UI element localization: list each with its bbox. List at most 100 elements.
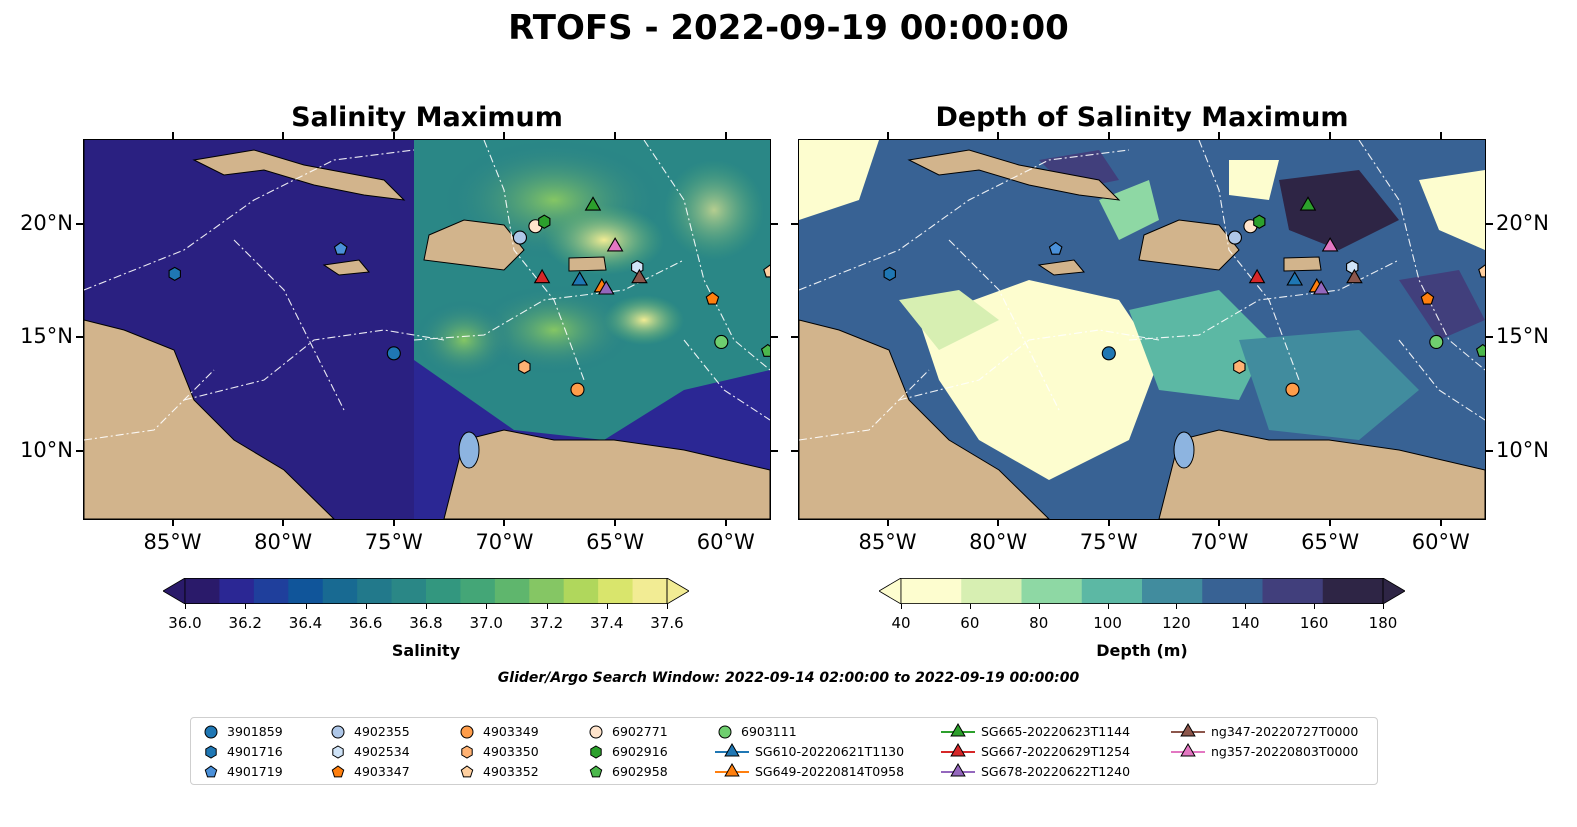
legend-item: SG610-20220621T1130 xyxy=(715,742,904,760)
colorbar-tick xyxy=(546,604,548,609)
lon-tick-top xyxy=(1439,132,1442,139)
colorbar-bin xyxy=(529,578,565,604)
colorbar-tick-label: 36.6 xyxy=(349,614,383,632)
lake-maracaibo xyxy=(458,431,480,469)
lon-tick-bottom xyxy=(614,519,617,526)
colorbar-tick xyxy=(606,604,608,609)
colorbar-tick-label: 36.2 xyxy=(228,614,262,632)
longitude-label: 70°W xyxy=(1190,530,1249,554)
colorbar-tick xyxy=(969,604,971,609)
legend-item: SG678-20220622T1240 xyxy=(941,762,1130,780)
lon-tick-bottom xyxy=(503,519,506,526)
colorbar-bin xyxy=(1262,578,1324,604)
colorbar-tick xyxy=(245,604,247,609)
colorbar-tick-label: 37.4 xyxy=(590,614,624,632)
observation-SG678-20220622T1240 xyxy=(597,280,615,295)
lon-tick-top xyxy=(614,132,617,139)
lon-tick-bottom xyxy=(997,519,1000,526)
colorbar-tick xyxy=(1314,604,1316,609)
depth-of-salinity-maximum-map xyxy=(798,139,1486,520)
lon-tick-top xyxy=(392,132,395,139)
triangle-marker-icon xyxy=(941,742,975,757)
colorbar-tick xyxy=(1245,604,1247,609)
colorbar-tick-label: 80 xyxy=(1029,614,1049,632)
hexagon-marker-icon xyxy=(205,745,217,759)
observation-4901716 xyxy=(883,266,896,282)
longitude-label: 80°W xyxy=(969,530,1028,554)
observation-ng347-20220727T0000 xyxy=(1346,268,1363,284)
triangle-marker-icon xyxy=(715,762,749,777)
lon-tick-bottom xyxy=(282,519,285,526)
legend-item: ng347-20220727T0000 xyxy=(1171,722,1358,740)
legend-label: 4902355 xyxy=(354,723,410,739)
lat-tick-right xyxy=(1486,336,1493,339)
salinity-colorbar-svg xyxy=(162,577,690,605)
observation-4902355 xyxy=(512,230,527,245)
legend-label: 6903111 xyxy=(741,723,797,739)
observation-4903347 xyxy=(1420,291,1435,305)
legend-label: 6902916 xyxy=(612,743,668,759)
colorbar-tick xyxy=(486,604,488,609)
circle-marker-icon xyxy=(589,725,603,739)
lon-tick-bottom xyxy=(392,519,395,526)
observation-6902916 xyxy=(1253,214,1266,229)
longitude-label: 65°W xyxy=(1301,530,1360,554)
pentagon-marker-icon xyxy=(204,765,218,778)
observation-SG610-20220621T1130 xyxy=(1286,271,1304,286)
hispaniola-land xyxy=(423,219,525,271)
observation-ng357-20220803T0000 xyxy=(1321,237,1339,252)
longitude-label: 65°W xyxy=(586,530,645,554)
colorbar-tick-label: 140 xyxy=(1230,614,1260,632)
latitude-label: 15°N xyxy=(1496,324,1549,349)
legend-item: SG649-20220814T0958 xyxy=(715,762,904,780)
circle-marker-icon xyxy=(204,725,218,739)
longitude-label: 75°W xyxy=(364,530,423,554)
longitude-label: 60°W xyxy=(1411,530,1470,554)
observation-6902958 xyxy=(760,343,770,357)
lat-tick-right xyxy=(1486,449,1493,452)
observation-4901716 xyxy=(168,266,181,282)
colorbar-tick xyxy=(901,604,902,609)
colorbar-tick xyxy=(1107,604,1109,609)
legend-item: 4903347 xyxy=(328,762,410,780)
colorbar-bin xyxy=(961,578,1022,604)
colorbar-bin xyxy=(1021,578,1083,604)
pentagon-marker-icon xyxy=(460,765,474,778)
legend-label: SG667-20220629T1254 xyxy=(981,743,1131,759)
hexagon-marker-icon xyxy=(461,745,473,759)
search-window-caption: Glider/Argo Search Window: 2022-09-14 02… xyxy=(497,670,1080,686)
colorbar-tick xyxy=(667,604,668,609)
legend-item: 4901716 xyxy=(201,742,283,760)
lat-tick-right xyxy=(1486,222,1493,225)
longitude-label: 70°W xyxy=(475,530,534,554)
salinity-colorbar-label: Salinity xyxy=(391,641,461,660)
observation-4901719 xyxy=(333,241,348,255)
longitude-label: 85°W xyxy=(858,530,917,554)
legend-item: 4903349 xyxy=(457,722,539,740)
observation-6903111 xyxy=(1429,334,1444,350)
legend-item: 6902958 xyxy=(586,762,668,780)
left-map-title: Salinity Maximum xyxy=(291,102,563,133)
lon-tick-top xyxy=(171,132,174,139)
colorbar-bin xyxy=(1202,578,1263,604)
legend: 3901859 4901716 4901719 4902355 4902534 49033… xyxy=(190,717,1378,785)
colorbar-extend-max xyxy=(666,577,690,605)
observation-3901859 xyxy=(1101,346,1116,361)
colorbar-tick xyxy=(1383,604,1384,609)
colorbar-tick xyxy=(305,604,307,609)
jamaica-land xyxy=(1037,259,1085,276)
colorbar-tick-label: 36.8 xyxy=(409,614,443,632)
central-america-land xyxy=(799,319,1050,519)
lon-tick-top xyxy=(503,132,506,139)
cuba-land xyxy=(907,149,1121,201)
triangle-marker-icon xyxy=(715,742,749,757)
depth-colorbar xyxy=(878,577,1406,605)
observation-4902534 xyxy=(1346,259,1359,275)
legend-label: 3901859 xyxy=(227,723,283,739)
legend-item: 4902355 xyxy=(328,722,410,740)
observation-SG678-20220622T1240 xyxy=(1312,280,1330,295)
lake-maracaibo xyxy=(1173,431,1195,469)
legend-item: 4903350 xyxy=(457,742,539,760)
legend-label: 6902771 xyxy=(612,723,668,739)
legend-label: SG665-20220623T1144 xyxy=(981,723,1131,739)
